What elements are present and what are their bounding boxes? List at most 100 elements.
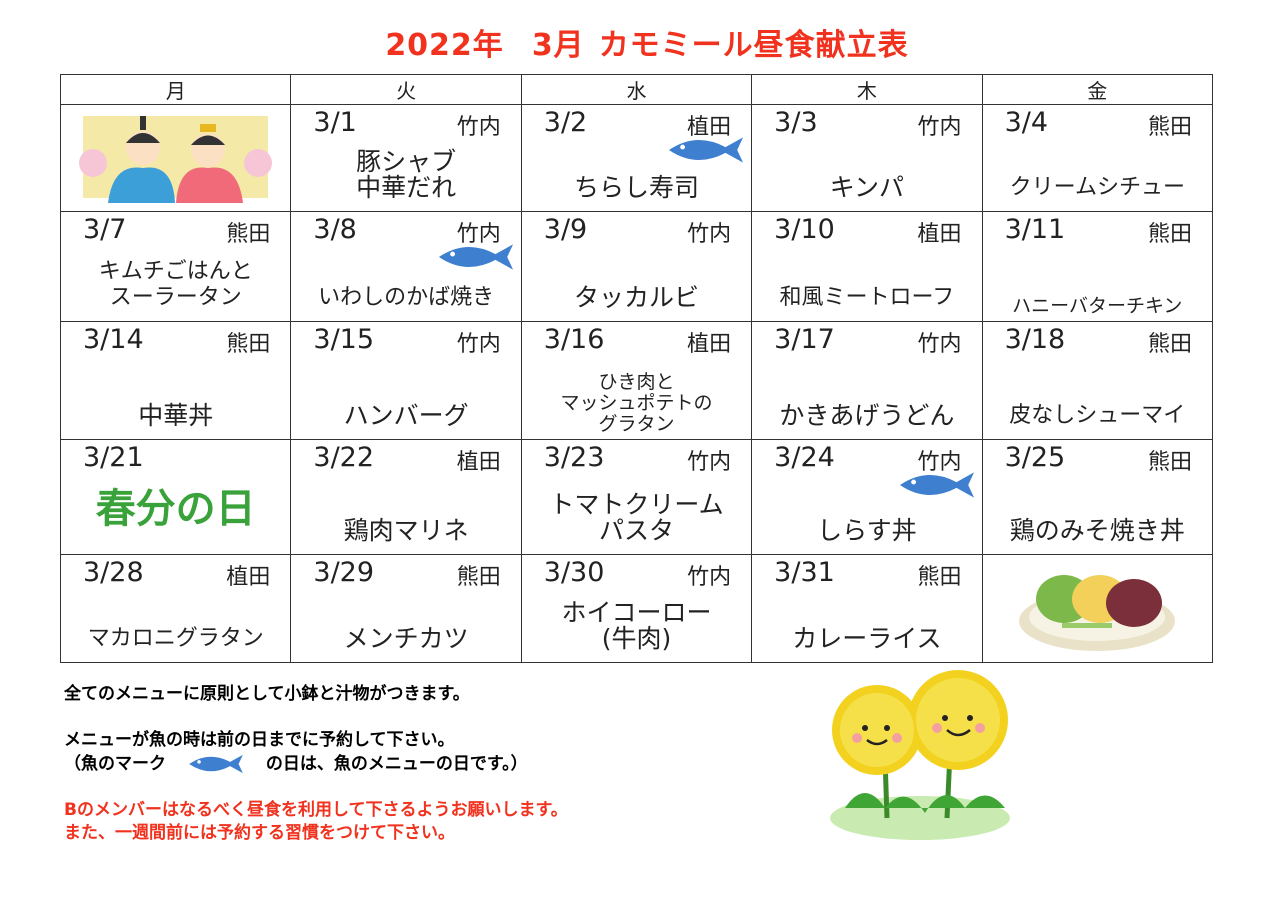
day-cell: 3/15 竹内 ハンバーグ [290,321,522,440]
menu-line: いわしのかば焼き [318,285,495,310]
day-cell: 3/30 竹内 ホイコーロー (牛肉) [520,554,753,663]
menu-line: 中華丼 [138,401,214,430]
cook-name: 熊田 [1147,450,1192,475]
fish-icon [898,468,976,502]
menu-line: トマトクリーム [549,490,724,519]
menu-item: かきあげうどん [752,403,981,429]
menu-item: 豚シャブ 中華だれ [291,149,520,201]
day-cell: 3/9 竹内 タッカルビ [520,211,753,322]
menu-line: マッシュポテトの [560,392,713,414]
date-label: 3/3 [774,107,818,138]
dandelion-illustration [830,670,1010,840]
holiday-label: 春分の日 [95,486,256,532]
week-row: 3/28 植田 マカロニグラタン 3/29 熊田 メンチカツ 3/30 竹内 ホイコーロー (牛肉… [59,554,1214,663]
menu-line: しらす丼 [817,516,917,545]
date-label: 3/11 [1004,214,1066,245]
cook-name: 竹内 [917,115,962,140]
date-label: 3/18 [1004,324,1066,355]
date-label: 3/25 [1004,442,1066,473]
date-label: 3/29 [313,557,375,588]
menu-line: 鶏肉マリネ [343,516,469,545]
day-cell: 3/4 熊田 クリームシチュー [981,104,1214,212]
menu-item: マカロニグラタン [61,626,290,652]
cook-name: 竹内 [456,222,501,247]
menu-line: 鶏のみそ焼き丼 [1009,516,1185,545]
fish-icon [172,752,260,776]
week-row: 3/14 熊田 中華丼 3/15 竹内 ハンバーグ 3/16 植田 ひき肉と マッシュポテトの グラ… [59,321,1214,440]
date-label: 3/4 [1004,107,1049,138]
date-label: 3/21 [83,442,144,473]
day-cell [981,554,1214,663]
date-label: 3/2 [543,107,588,138]
day-cell: 3/17 竹内 かきあげうどん [751,321,983,440]
cook-name: 植田 [687,115,732,140]
date-label: 3/28 [83,557,144,588]
note-fish-reserve: メニューが魚の時は前の日までに予約して下さい。 [64,730,455,750]
cook-name: 植田 [226,565,271,590]
menu-line: キンパ [829,173,904,202]
day-header: 火 [290,74,522,105]
menu-line: スーラータン [109,285,242,310]
day-cell: 3/24 竹内しらす丼 [751,439,983,555]
fish-icon [437,240,515,274]
date-label: 3/14 [83,324,144,355]
menu-item: カレーライス [752,626,981,652]
day-cell: 3/31 熊田 カレーライス [751,554,983,663]
cook-name: 植田 [917,222,962,247]
menu-line: タッカルビ [573,283,699,312]
menu-line: かきあげうどん [779,401,955,430]
menu-line: ホイコーロー [561,598,712,627]
cook-name: 植田 [687,332,732,357]
menu-item: ひき肉と マッシュポテトの グラタン [522,372,751,435]
menu-item: 鶏肉マリネ [291,518,520,544]
cook-name: 熊田 [1147,222,1192,247]
menu-line: パスタ [598,516,674,545]
day-cell: 3/28 植田マカロニグラタン [59,554,292,663]
menu-item: タッカルビ [522,285,751,311]
menu-line: キムチごはんと [98,259,253,284]
menu-line: メンチカツ [343,624,469,653]
menu-calendar: 月火水木金 3/1 竹内 豚シャブ 中華だれ 3/2 植田 ちらし寿司 3/3 竹内 キンパ 3/4… [59,74,1214,663]
menu-item: メンチカツ [291,626,520,652]
menu-item: キムチごはんと スーラータン [61,259,290,311]
menu-line: 豚シャブ [356,147,457,176]
day-cell: 3/23 竹内 トマトクリーム パスタ [520,439,753,555]
day-cell: 3/14 熊田中華丼 [59,321,292,440]
day-cell: 3/21 春分の日 [59,439,292,555]
week-row: 3/7 熊田キムチごはんと スーラータン 3/8 竹内いわしのかば焼き 3/9 竹内 タッカル… [59,211,1214,322]
cook-name: 熊田 [917,565,962,590]
fish-icon [667,133,745,167]
menu-line: (牛肉) [601,624,672,653]
day-header: 水 [520,74,753,105]
menu-item: 皮なしシューマイ [983,403,1212,429]
menu-line: クリームシチュー [1009,175,1185,200]
date-label: 3/7 [83,214,127,245]
date-label: 3/24 [774,442,835,473]
page-title: 2022年 3月 カモミール昼食献立表 [385,28,909,63]
day-cell: 3/29 熊田メンチカツ [290,554,522,663]
cook-name: 熊田 [1147,332,1192,357]
note-b-members: Bのメンバーはなるべく昼食を利用して下さるようお願いします。 [64,800,568,820]
cook-name: 竹内 [456,332,501,357]
day-cell [59,104,292,212]
date-label: 3/9 [543,214,588,245]
notes: 全てのメニューに原則として小鉢と汁物がつきます。 メニューが魚の時は前の日までに… [64,684,568,843]
menu-line: ハンバーグ [343,401,469,430]
cook-name: 竹内 [456,115,501,140]
cook-name: 竹内 [917,450,962,475]
menu-line: 和風ミートローフ [779,285,955,310]
day-header: 月 [59,74,292,105]
cook-name: 竹内 [687,565,732,590]
menu-item: しらす丼 [752,518,981,544]
cook-name: 熊田 [226,332,271,357]
cook-name: 熊田 [456,565,501,590]
date-label: 3/16 [543,324,605,355]
menu-line: グラタン [598,413,675,435]
date-label: 3/8 [313,214,357,245]
menu-item: 和風ミートローフ [752,285,981,311]
cook-name: 竹内 [917,332,962,357]
week-row: 3/1 竹内 豚シャブ 中華だれ 3/2 植田 ちらし寿司 3/3 竹内 キンパ 3/4 熊田 クリーム… [59,104,1214,212]
note-sides: 全てのメニューに原則として小鉢と汁物がつきます。 [64,684,470,704]
day-cell: 3/10 植田 和風ミートローフ [751,211,983,322]
menu-line: ちらし寿司 [573,173,699,202]
